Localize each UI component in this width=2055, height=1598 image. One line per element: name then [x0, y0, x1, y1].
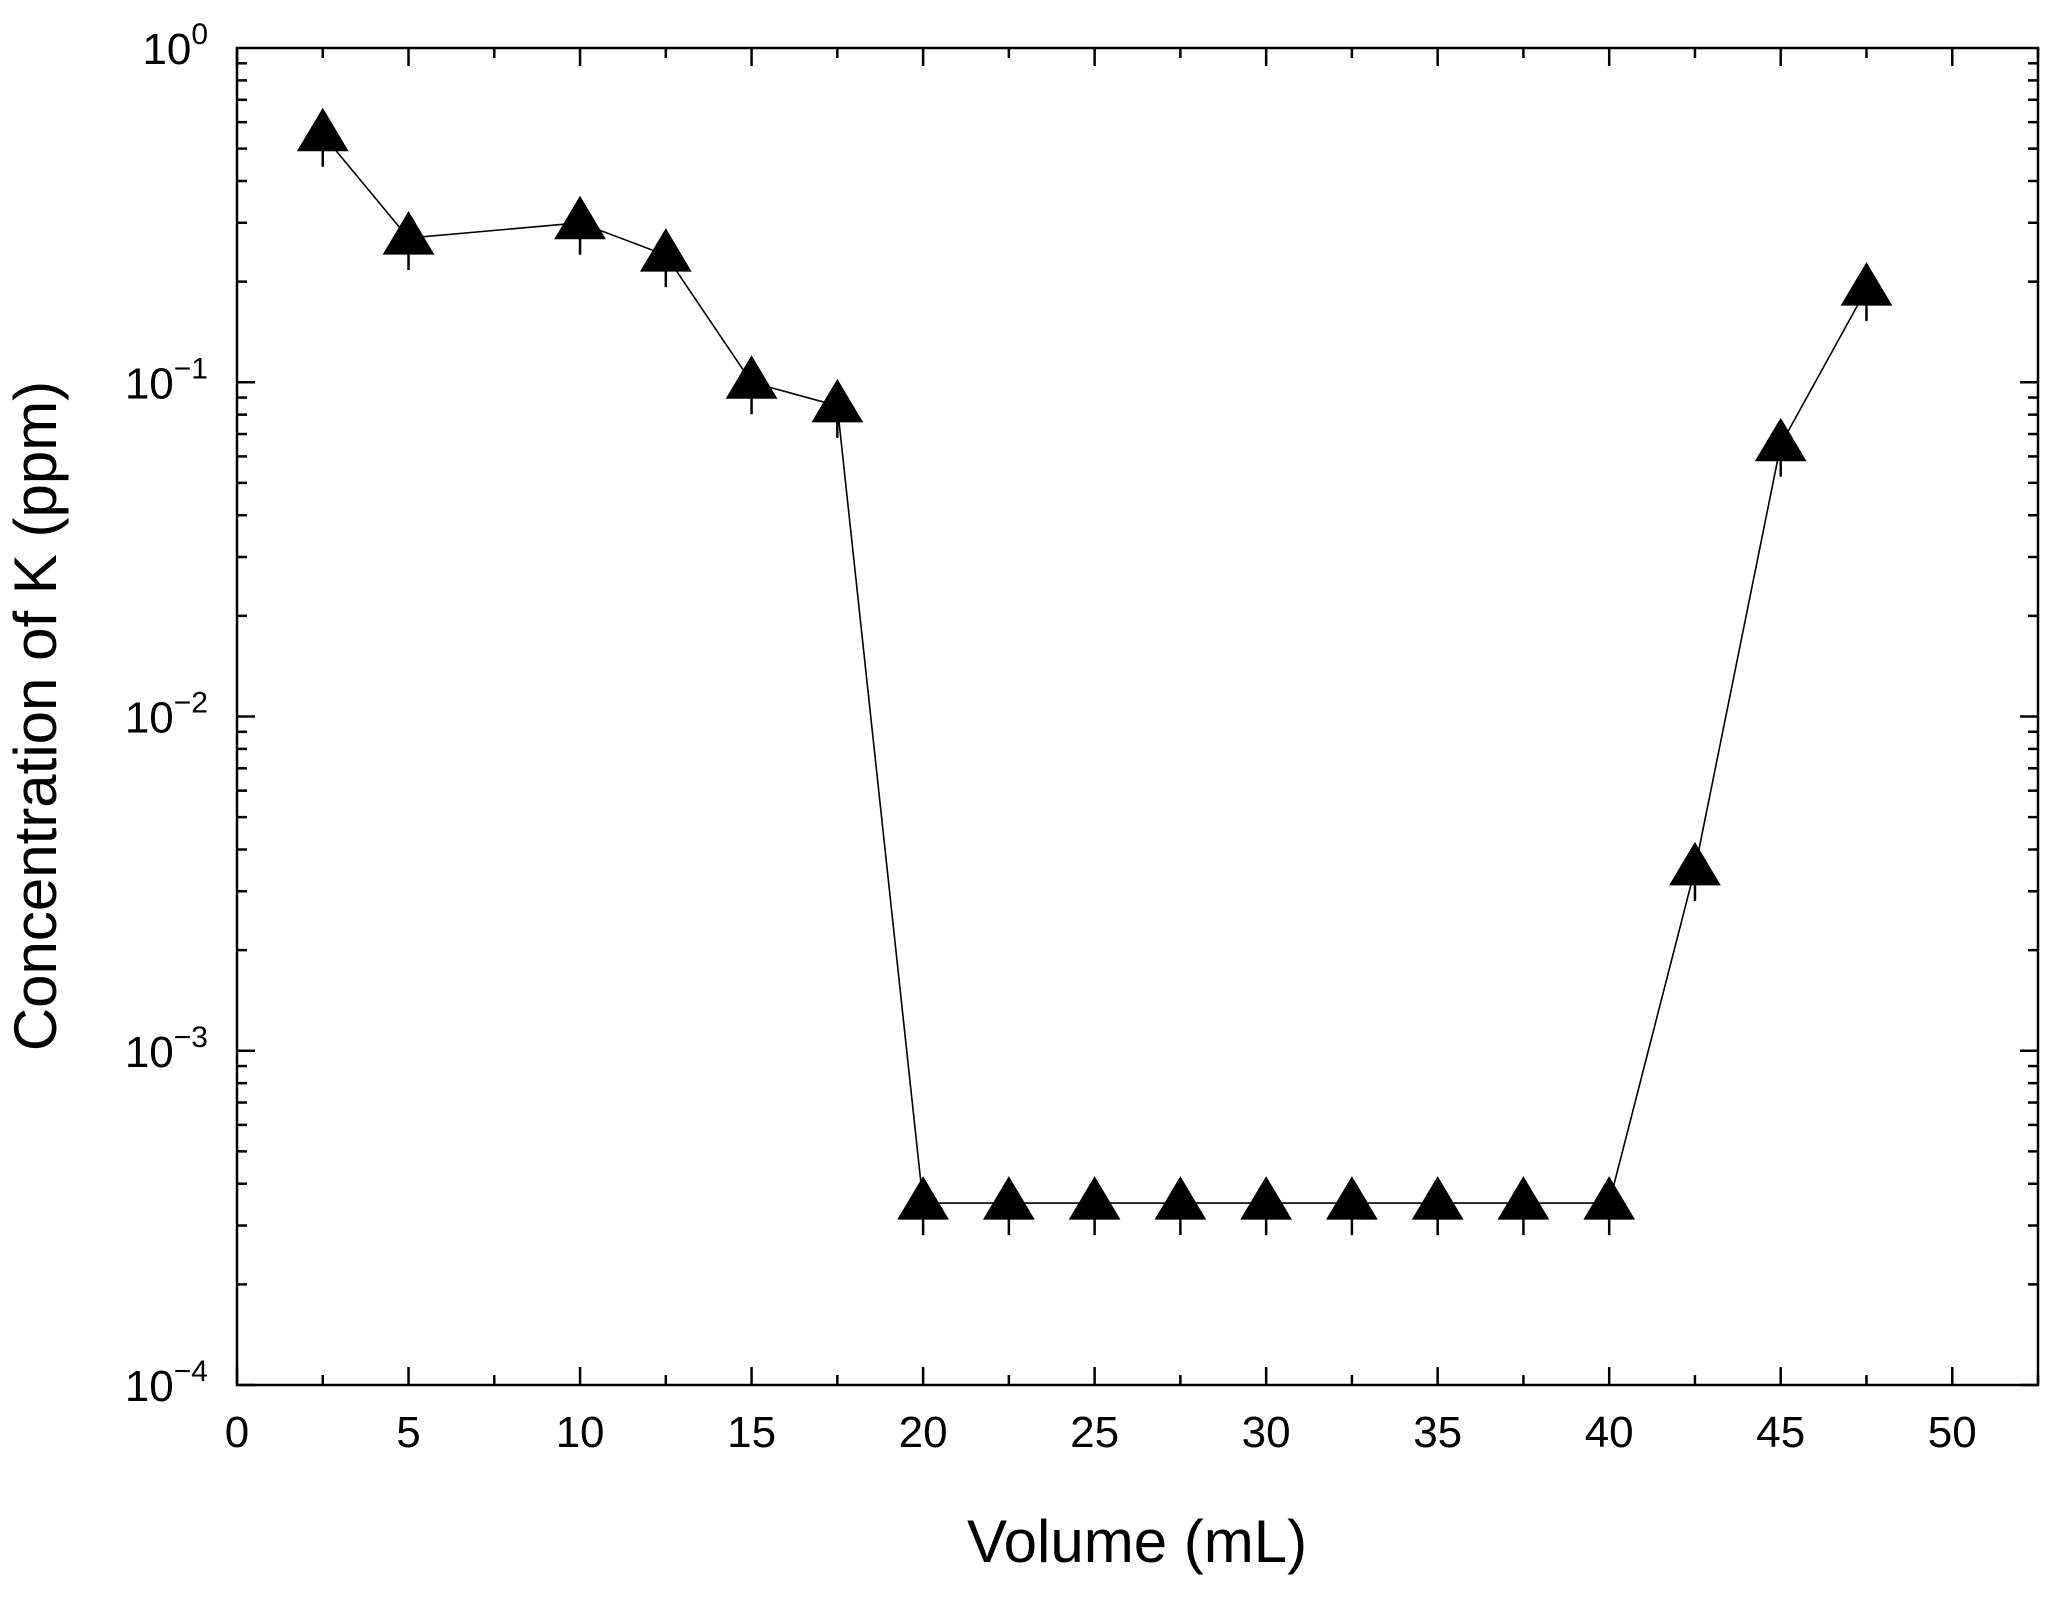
data-point-triangle — [1240, 1176, 1293, 1220]
y-tick-label: 100 — [142, 18, 208, 74]
y-tick-label: 10−2 — [125, 687, 208, 743]
x-tick-label: 0 — [225, 1408, 249, 1457]
data-point-triangle — [1754, 417, 1807, 462]
y-tick-label: 10−1 — [125, 352, 208, 408]
data-point-triangle — [1840, 262, 1893, 306]
x-tick-label: 25 — [1070, 1408, 1119, 1457]
series-line — [322, 134, 1868, 1204]
data-point-triangle — [1583, 1176, 1636, 1220]
data-point-triangle — [1411, 1176, 1464, 1220]
y-tick-label: 10−4 — [125, 1355, 208, 1411]
data-point-triangle — [1326, 1176, 1378, 1220]
x-tick-label: 5 — [396, 1408, 420, 1457]
series — [296, 107, 1893, 1236]
data-point-triangle — [296, 107, 349, 152]
data-point-triangle — [1497, 1176, 1550, 1220]
x-axis: 0 5 10 15 20 25 30 35 40 45 50 — [225, 48, 2040, 1457]
x-tick-label: 15 — [727, 1408, 776, 1457]
data-point-triangle — [811, 378, 864, 423]
x-tick-label: 45 — [1756, 1408, 1805, 1457]
x-axis-title: Volume (mL) — [967, 1508, 1307, 1575]
data-point-triangle — [554, 195, 606, 240]
data-point-triangle — [982, 1176, 1035, 1220]
y-axis-title: Concentration of K (ppm) — [2, 381, 69, 1051]
data-point-triangle — [639, 228, 692, 272]
x-tick-label: 10 — [556, 1408, 605, 1457]
x-tick-label: 30 — [1242, 1408, 1291, 1457]
x-tick-label: 40 — [1585, 1408, 1634, 1457]
y-axis: 100 10−1 10−2 10−3 10−4 — [125, 18, 2038, 1411]
x-tick-label: 50 — [1928, 1408, 1977, 1457]
data-point-triangle — [725, 355, 778, 399]
data-point-triangle — [1669, 841, 1721, 886]
x-tick-label: 20 — [899, 1408, 948, 1457]
data-point-triangle — [1154, 1176, 1207, 1220]
plot-frame — [235, 46, 2040, 1387]
data-point-triangle — [382, 211, 435, 255]
y-tick-label: 10−3 — [125, 1021, 208, 1077]
data-point-triangle — [1068, 1176, 1121, 1220]
data-point-triangle — [897, 1176, 949, 1220]
x-tick-label: 35 — [1413, 1408, 1462, 1457]
